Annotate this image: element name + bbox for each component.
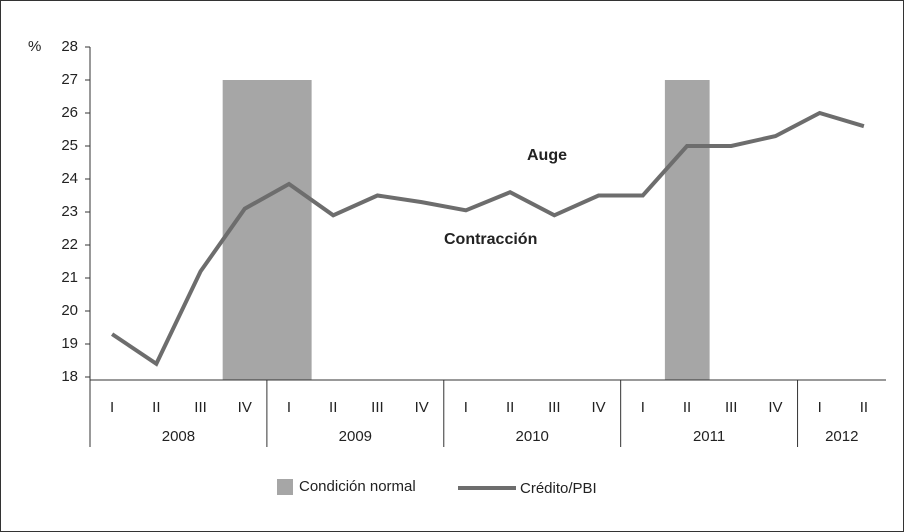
y-tick-label: 28 bbox=[61, 38, 78, 55]
x-tick-label: I bbox=[818, 399, 822, 416]
x-tick-label: III bbox=[194, 399, 207, 416]
y-tick-label: 22 bbox=[61, 236, 78, 253]
y-tick-label: 26 bbox=[61, 104, 78, 121]
x-tick-label: III bbox=[548, 399, 561, 416]
x-tick-label: II bbox=[683, 399, 691, 416]
x-tick-label: III bbox=[371, 399, 384, 416]
x-group-label: 2012 bbox=[825, 428, 858, 445]
x-tick-label: II bbox=[152, 399, 160, 416]
x-group-label: 2009 bbox=[339, 428, 372, 445]
x-tick-label: II bbox=[860, 399, 868, 416]
x-tick-label: II bbox=[506, 399, 514, 416]
y-tick-label: 18 bbox=[61, 368, 78, 385]
y-unit: % bbox=[28, 38, 41, 55]
x-tick-label: III bbox=[725, 399, 738, 416]
x-tick-label: I bbox=[641, 399, 645, 416]
x-tick-label: II bbox=[329, 399, 337, 416]
x-tick-label: I bbox=[287, 399, 291, 416]
legend-label: Condición normal bbox=[299, 478, 416, 495]
y-tick-label: 20 bbox=[61, 302, 78, 319]
x-tick-label: I bbox=[110, 399, 114, 416]
y-tick-label: 24 bbox=[61, 170, 78, 187]
legend-swatch bbox=[277, 479, 293, 495]
shaded-period bbox=[266, 80, 312, 380]
y-tick-label: 25 bbox=[61, 137, 78, 154]
x-tick-label: IV bbox=[238, 399, 252, 416]
x-group-label: 2011 bbox=[693, 428, 725, 445]
x-tick-label: IV bbox=[415, 399, 429, 416]
shaded-period bbox=[664, 80, 710, 380]
y-tick-label: 21 bbox=[61, 269, 78, 286]
y-tick-label: 23 bbox=[61, 203, 78, 220]
x-group-label: 2010 bbox=[516, 428, 549, 445]
x-tick-label: I bbox=[464, 399, 468, 416]
annotation: Auge bbox=[527, 147, 567, 164]
x-group-label: 2008 bbox=[162, 428, 195, 445]
y-tick-label: 19 bbox=[61, 335, 78, 352]
legend-label: Crédito/PBI bbox=[520, 480, 597, 497]
line-series bbox=[110, 110, 865, 367]
annotation: Contracción bbox=[444, 231, 537, 248]
x-tick-label: IV bbox=[591, 399, 605, 416]
y-tick-label: 27 bbox=[61, 71, 78, 88]
x-tick-label: IV bbox=[768, 399, 782, 416]
